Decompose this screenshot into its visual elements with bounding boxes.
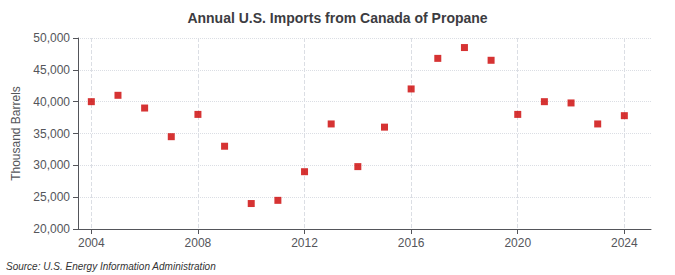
svg-text:35,000: 35,000 [33, 127, 70, 141]
svg-text:Source: U.S. Energy Informatio: Source: U.S. Energy Information Administ… [6, 261, 216, 272]
svg-text:2004: 2004 [78, 236, 105, 250]
svg-text:30,000: 30,000 [33, 158, 70, 172]
svg-text:20,000: 20,000 [33, 222, 70, 236]
svg-text:2008: 2008 [185, 236, 212, 250]
svg-text:2020: 2020 [504, 236, 531, 250]
svg-text:2024: 2024 [611, 236, 638, 250]
svg-text:40,000: 40,000 [33, 95, 70, 109]
svg-text:2016: 2016 [398, 236, 425, 250]
svg-text:25,000: 25,000 [33, 190, 70, 204]
svg-text:2012: 2012 [291, 236, 318, 250]
svg-text:45,000: 45,000 [33, 63, 70, 77]
svg-text:Annual U.S. Imports from Canad: Annual U.S. Imports from Canada of Propa… [187, 10, 487, 26]
svg-text:Thousand Barrels: Thousand Barrels [9, 86, 23, 181]
svg-text:50,000: 50,000 [33, 31, 70, 45]
